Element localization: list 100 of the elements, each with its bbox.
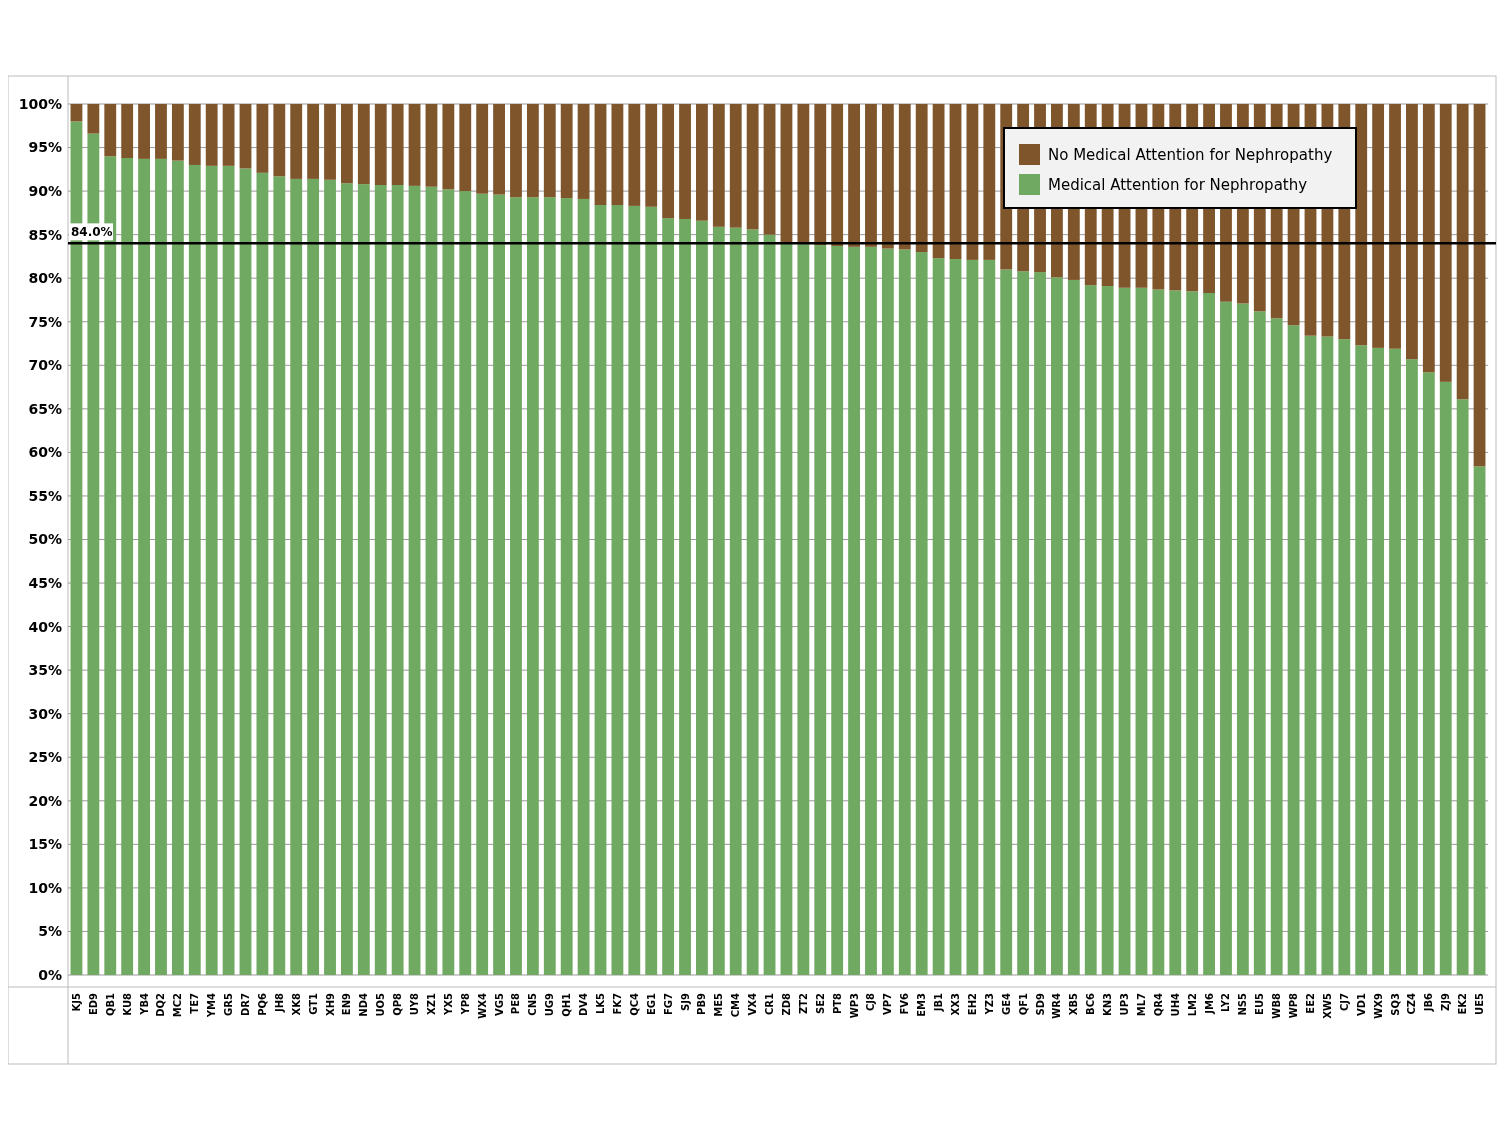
bar	[307, 104, 320, 179]
y-tick-label: 30%	[28, 705, 62, 722]
x-tick-label: XW5	[1321, 992, 1333, 1019]
bar	[290, 178, 303, 975]
bar	[898, 249, 911, 975]
bar	[983, 259, 996, 975]
bar	[881, 248, 894, 975]
bar	[222, 104, 235, 166]
bar	[679, 104, 691, 219]
y-tick-label: 85%	[28, 226, 62, 243]
bar	[1067, 279, 1080, 975]
bar	[1355, 345, 1368, 975]
y-tick-label: 70%	[28, 357, 62, 374]
bar	[543, 104, 556, 198]
x-tick-label: JB1	[933, 992, 945, 1013]
bar	[949, 259, 962, 975]
bar	[188, 164, 201, 975]
bar	[712, 226, 725, 975]
y-tick-label: 50%	[28, 531, 62, 548]
x-tick-label: QF1	[1017, 992, 1029, 1016]
x-tick-label: ED9	[87, 992, 99, 1016]
legend-label: No Medical Attention for Nephropathy	[1048, 146, 1333, 165]
bar	[1034, 272, 1046, 975]
x-tick-label: FK7	[611, 992, 623, 1015]
bar	[560, 104, 573, 199]
bar	[357, 104, 370, 185]
x-tick-label: VP7	[882, 992, 894, 1016]
bar	[1372, 347, 1385, 975]
x-tick-label: JH8	[273, 992, 285, 1014]
x-tick-label: QR4	[1152, 992, 1164, 1017]
x-tick-label: EK2	[1457, 992, 1469, 1015]
x-tick-label: EN9	[341, 992, 353, 1016]
bar	[222, 165, 235, 975]
x-tick-label: XZ1	[425, 992, 437, 1015]
x-tick-label: WP8	[1288, 992, 1300, 1019]
y-tick-label: 60%	[28, 444, 62, 461]
x-tick-label: JB6	[1423, 992, 1435, 1013]
bar	[1422, 372, 1435, 975]
x-tick-label: ZT2	[797, 992, 809, 1015]
bar	[1270, 318, 1283, 975]
x-tick-label: JM6	[1203, 992, 1215, 1015]
x-tick-label: CR1	[764, 992, 776, 1015]
bar	[696, 104, 708, 221]
bar	[273, 176, 286, 975]
bar	[374, 185, 387, 975]
x-tick-label: SQ3	[1389, 992, 1401, 1016]
x-tick-label: EG1	[645, 992, 657, 1015]
bar	[138, 158, 150, 975]
bar	[712, 104, 725, 227]
bar	[138, 104, 150, 159]
bar	[1186, 291, 1199, 975]
bar	[1389, 348, 1401, 975]
bar	[577, 198, 590, 975]
x-tick-label: PB9	[696, 992, 708, 1015]
bar	[1473, 466, 1486, 975]
bar	[493, 104, 505, 195]
x-tick-label: KU8	[121, 992, 133, 1016]
x-tick-label: XB5	[1068, 992, 1080, 1016]
x-tick-label: NS5	[1237, 992, 1249, 1016]
bar	[814, 245, 827, 975]
bar	[374, 104, 387, 185]
x-tick-label: UO5	[375, 992, 387, 1017]
bar	[155, 104, 167, 159]
bar	[628, 104, 641, 206]
x-tick-label: UG9	[544, 992, 556, 1017]
x-tick-label: UE5	[1474, 992, 1486, 1015]
x-tick-label: CJ8	[865, 992, 877, 1012]
bar	[1118, 287, 1131, 975]
bar	[865, 104, 877, 247]
bar	[510, 197, 522, 975]
x-tick-label: BC6	[1085, 992, 1097, 1015]
bar	[983, 104, 996, 260]
bar	[560, 198, 573, 975]
y-tick-label: 75%	[28, 313, 62, 330]
x-tick-label: CZ4	[1406, 992, 1418, 1015]
bar	[780, 104, 793, 244]
bar	[645, 104, 658, 207]
y-tick-label: 0%	[38, 966, 62, 983]
x-tick-label: QP8	[392, 992, 404, 1016]
x-tick-label: WB8	[1271, 992, 1283, 1019]
x-tick-label: TE7	[189, 992, 201, 1014]
y-tick-label: 40%	[28, 618, 62, 635]
bar	[408, 185, 421, 975]
bar	[493, 194, 505, 975]
y-tick-label: 10%	[28, 879, 62, 896]
bar	[915, 252, 928, 975]
x-tick-label: QB1	[104, 992, 116, 1017]
x-tick-label: SD9	[1034, 992, 1046, 1016]
y-tick-label: 35%	[28, 662, 62, 679]
y-tick-label: 20%	[28, 792, 62, 809]
bar	[476, 104, 489, 194]
bar	[1135, 287, 1148, 975]
x-tick-label: SJ9	[679, 992, 691, 1011]
bar	[797, 244, 810, 975]
x-tick-label: MC2	[172, 992, 184, 1018]
y-tick-label: 100%	[18, 95, 62, 112]
bar	[881, 104, 894, 249]
x-tick-label: EH2	[966, 992, 978, 1016]
bar	[831, 245, 844, 975]
bar	[1304, 335, 1317, 975]
